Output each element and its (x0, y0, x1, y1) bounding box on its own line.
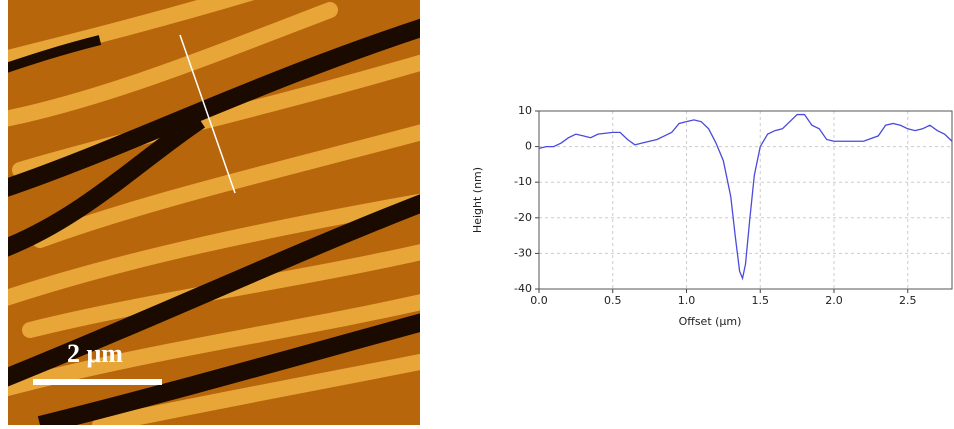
x-tick-label: 1.0 (678, 294, 696, 307)
x-tick-label: 1.5 (752, 294, 770, 307)
y-tick-label: 10 (518, 104, 532, 117)
x-tick-label: 2.5 (899, 294, 917, 307)
x-axis-label: Offset (µm) (679, 315, 742, 328)
y-axis-label: Height (nm) (471, 167, 484, 233)
y-tick-label: -30 (514, 246, 532, 259)
plot-frame (538, 110, 953, 290)
afm-image: 2 μm (8, 0, 420, 425)
profile-line (538, 113, 953, 281)
y-tick-label: -10 (514, 175, 532, 188)
y-tick-label: -20 (514, 211, 532, 224)
x-tick-label: 0.0 (530, 294, 548, 307)
x-tick-label: 0.5 (604, 294, 622, 307)
scale-label: 2 μm (67, 339, 123, 368)
y-tick-label: 0 (525, 140, 532, 153)
x-tick-label: 2.0 (825, 294, 843, 307)
y-tick-label: -40 (514, 282, 532, 295)
